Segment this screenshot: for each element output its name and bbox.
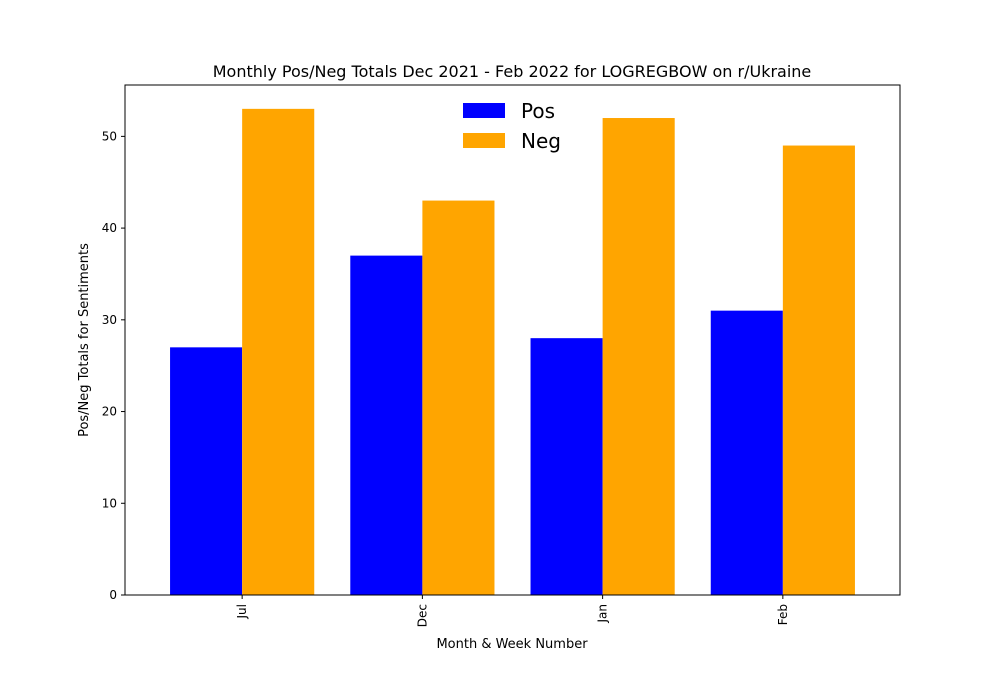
chart-title: Monthly Pos/Neg Totals Dec 2021 - Feb 20…: [213, 62, 812, 81]
bar-pos-dec: [350, 255, 423, 595]
legend-label-neg: Neg: [521, 129, 561, 153]
x-tick-label: Feb: [776, 604, 790, 625]
x-tick-label: Jul: [235, 604, 249, 619]
bar-pos-jul: [170, 347, 243, 595]
y-tick-label: 30: [102, 313, 117, 327]
y-tick-label: 50: [102, 129, 117, 143]
legend-swatch-neg: [463, 133, 505, 148]
bar-pos-jan: [530, 338, 603, 595]
bar-pos-feb: [710, 310, 783, 595]
bars-group: [170, 108, 855, 596]
bar-neg-jul: [242, 108, 315, 595]
bar-neg-feb: [782, 145, 855, 596]
plot-frame: [124, 84, 901, 596]
y-axis-ticks: 0 10 20 30 40 50: [102, 129, 125, 602]
x-axis-label: Month & Week Number: [436, 637, 588, 652]
bar-neg-dec: [422, 200, 495, 595]
x-tick-label: Jan: [596, 604, 610, 624]
legend: Pos Neg: [463, 99, 561, 153]
y-axis-label: Pos/Neg Totals for Sentiments: [77, 243, 92, 437]
x-tick-label: Dec: [415, 604, 429, 627]
y-tick-label: 10: [102, 496, 117, 510]
legend-label-pos: Pos: [521, 99, 555, 123]
y-tick-label: 20: [102, 405, 117, 419]
y-tick-label: 0: [109, 588, 117, 602]
x-axis-ticks: Jul Dec Jan Feb: [235, 595, 790, 627]
bar-neg-jan: [602, 118, 675, 596]
legend-swatch-pos: [463, 103, 505, 118]
y-tick-label: 40: [102, 221, 117, 235]
